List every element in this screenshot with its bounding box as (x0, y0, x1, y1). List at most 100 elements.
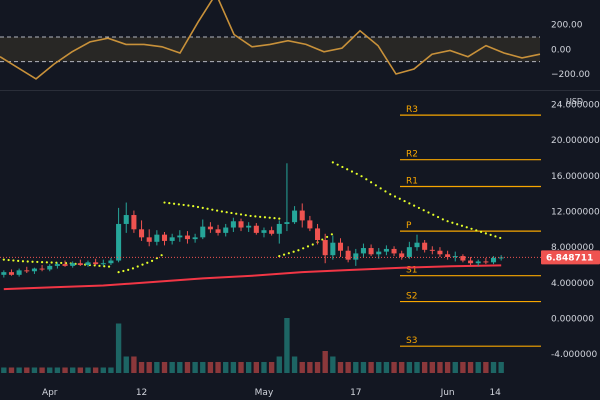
pivot-label: S3 (406, 336, 417, 346)
sar-dot (254, 215, 257, 218)
candle-body (1, 272, 7, 275)
volume-bar (330, 356, 336, 373)
sar-dot (172, 202, 176, 205)
volume-bar (200, 362, 206, 373)
candle-body (368, 248, 374, 255)
volume-bar (284, 318, 290, 373)
price-tick-label: 8.000000 (551, 243, 594, 253)
sar-dot (436, 215, 440, 219)
sar-dot (117, 271, 120, 274)
volume-bar (261, 362, 267, 373)
sar-dot (168, 202, 171, 205)
volume-bar (146, 362, 152, 373)
volume-bar (169, 362, 175, 373)
price-tick-label: 16.000000 (551, 172, 600, 182)
sar-dot (489, 233, 492, 236)
sar-dot (249, 214, 252, 218)
volume-bar (238, 362, 244, 373)
volume-bar (115, 323, 122, 373)
sar-dot (122, 269, 125, 273)
sar-dot (36, 260, 39, 264)
volume-bar (215, 362, 221, 373)
price-tick-label: -4.000000 (551, 350, 597, 360)
volume-bar (399, 362, 405, 373)
volume-bar (353, 362, 359, 373)
sar-dot (384, 190, 387, 193)
sar-dot (268, 216, 271, 219)
volume-bar (154, 362, 160, 373)
oscillator-panel[interactable]: 200.00 0.00 −200.00 (0, 0, 600, 90)
sar-dot (146, 261, 149, 264)
time-tick-label: 17 (350, 388, 361, 398)
volume-bar (85, 367, 91, 373)
volume-bar (314, 362, 321, 373)
volume-bar (230, 362, 237, 373)
sar-dot (60, 261, 63, 265)
oscillator-axis: 200.00 0.00 −200.00 (551, 21, 590, 80)
volume-bar (192, 362, 198, 373)
sar-dot (259, 215, 262, 218)
price-tick-label: 20.000000 (551, 136, 600, 146)
sar-dot (196, 205, 200, 209)
sar-dot (287, 252, 290, 255)
candle-body (353, 253, 359, 260)
sar-dot (12, 259, 15, 262)
volume-bar (16, 367, 22, 373)
volume-bar (421, 362, 428, 373)
sar-dot (26, 260, 29, 263)
sar-dot (192, 205, 195, 208)
sar-dot (456, 223, 459, 226)
sar-dot (278, 254, 281, 258)
volume-bar (92, 367, 99, 373)
sar-dot (427, 211, 430, 214)
time-tick-label: Apr (42, 388, 58, 398)
sar-dot (494, 235, 497, 238)
candle-body (414, 242, 420, 248)
sar-dot (244, 214, 247, 217)
candle-body (307, 220, 313, 229)
volume-bar (360, 362, 367, 373)
sar-dot (432, 213, 435, 216)
sar-dot (177, 203, 180, 206)
volume-bar (322, 351, 328, 373)
oscillator-tick-label: 0.00 (551, 45, 571, 55)
candle-body (460, 256, 466, 261)
sar-dot (374, 184, 377, 187)
volume-bar (138, 362, 145, 373)
sar-dot (225, 211, 228, 214)
candle-body (376, 251, 382, 255)
sar-dot (465, 226, 468, 229)
sar-dot (107, 265, 111, 268)
volume-bar (483, 362, 489, 373)
volume-bar (307, 362, 313, 373)
sar-dot (446, 220, 449, 223)
candle-body (253, 225, 259, 233)
candle-body (406, 247, 412, 257)
last-price-value: 6.848711 (546, 253, 593, 263)
oscillator-tick-label: 200.00 (551, 21, 583, 31)
volume-bar (47, 367, 53, 373)
sar-dot (273, 217, 276, 220)
candle-body (93, 262, 99, 265)
volume-bar (223, 362, 229, 373)
candle-body (123, 215, 129, 224)
candle-body (169, 237, 175, 241)
candle-body (445, 254, 451, 257)
sar-dot (479, 230, 483, 233)
candle-body (184, 235, 190, 240)
candle-body (146, 237, 152, 242)
candle-body (161, 234, 168, 241)
candle-body (77, 263, 83, 265)
price-panel[interactable]: USD R3 R2 R1 P S1 S2 S3 6.848711 24.000000 20.0… (0, 91, 600, 400)
sar-dot (292, 250, 295, 253)
candle-body (223, 227, 229, 233)
price-axis: 24.000000 20.000000 16.000000 12.000000 8.00… (551, 100, 600, 360)
currency-label: USD (566, 97, 583, 106)
volume-bar (376, 362, 382, 373)
volume-bar (391, 362, 397, 373)
price-tick-label: 12.000000 (551, 207, 600, 217)
volume-bar (429, 362, 435, 373)
sar-dot (216, 209, 219, 212)
candle-body (391, 248, 397, 254)
